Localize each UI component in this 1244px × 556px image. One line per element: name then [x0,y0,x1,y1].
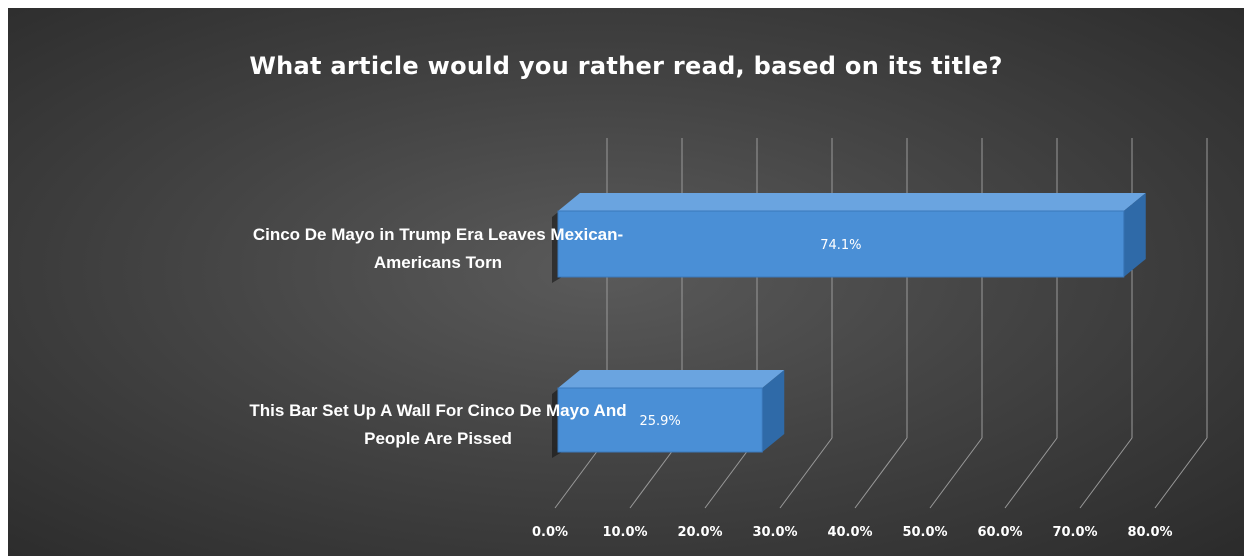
bar-top [558,370,785,388]
bar-side [762,370,785,452]
gridline-floor [929,437,983,509]
gridline-floor [1079,437,1133,509]
x-tick-label: 60.0% [977,525,1022,540]
category-label: Americans Torn [374,253,502,272]
bar [557,210,1125,278]
x-tick-label: 30.0% [752,525,797,540]
gridline-floor [1154,437,1208,509]
x-tick-label: 70.0% [1052,525,1097,540]
gridline-floor [854,437,908,509]
bar-top [558,193,1146,211]
x-tick-label: 10.0% [602,525,647,540]
x-tick-label: 40.0% [827,525,872,540]
bar [557,387,763,453]
x-tick-label: 80.0% [1127,525,1172,540]
x-tick-label: 0.0% [532,525,568,540]
chart-title: What article would you rather read, base… [249,52,1003,80]
data-label: 74.1% [820,238,861,253]
category-label: This Bar Set Up A Wall For Cinco De Mayo… [249,401,626,420]
gridline-floor [1004,437,1058,509]
x-tick-label: 50.0% [902,525,947,540]
category-label: Cinco De Mayo in Trump Era Leaves Mexica… [253,225,623,244]
chart-plot: 0.0% 10.0% 20.0% 30.0% 40.0% 50.0% 60.0% 70.0% 8… [249,138,1208,540]
data-label: 25.9% [639,414,680,429]
x-tick-label: 20.0% [677,525,722,540]
bar-side [1123,193,1146,277]
gridline-floor [779,437,833,509]
chart-frame: What article would you rather read, base… [8,8,1244,556]
category-label: People Are Pissed [364,429,512,448]
